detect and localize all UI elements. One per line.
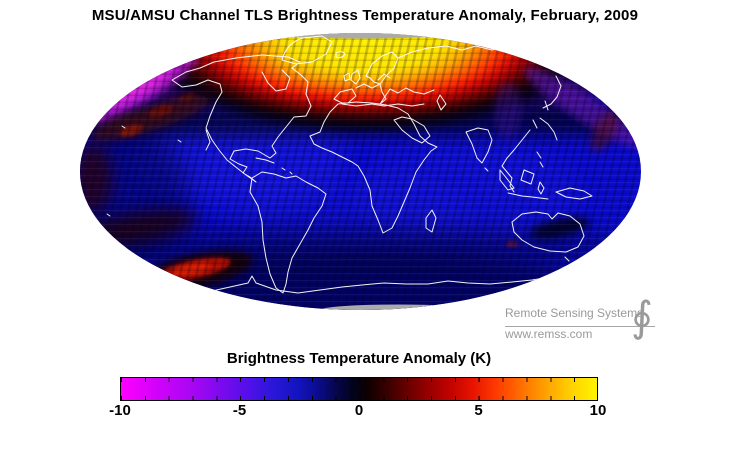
attribution-org: Remote Sensing Systems [505,306,644,320]
colorbar-label: Brightness Temperature Anomaly (K) [226,350,492,367]
tick-label-neg5: -5 [232,402,247,419]
colorbar-tick-labels: -10 -5 0 5 10 [109,402,606,420]
tick-label-10: 10 [589,402,607,419]
attribution-url: www.remss.com [505,327,593,341]
south-polar-gap [320,304,476,310]
tick-label-0: 0 [354,402,364,419]
rss-integral-logo-icon: ∮ [631,292,653,341]
tick-label-neg10: -10 [109,402,131,419]
colorbar-ticks-top [121,378,597,382]
page-title: MSU/AMSU Channel TLS Brightness Temperat… [91,7,639,24]
attribution: Remote Sensing Systems www.remss.com ∮ [505,296,665,341]
tick-label-5: 5 [474,402,483,419]
north-polar-gap [270,33,454,39]
attribution-divider [505,326,655,327]
colorbar [120,377,598,401]
colorbar-ticks-bottom [121,396,597,400]
